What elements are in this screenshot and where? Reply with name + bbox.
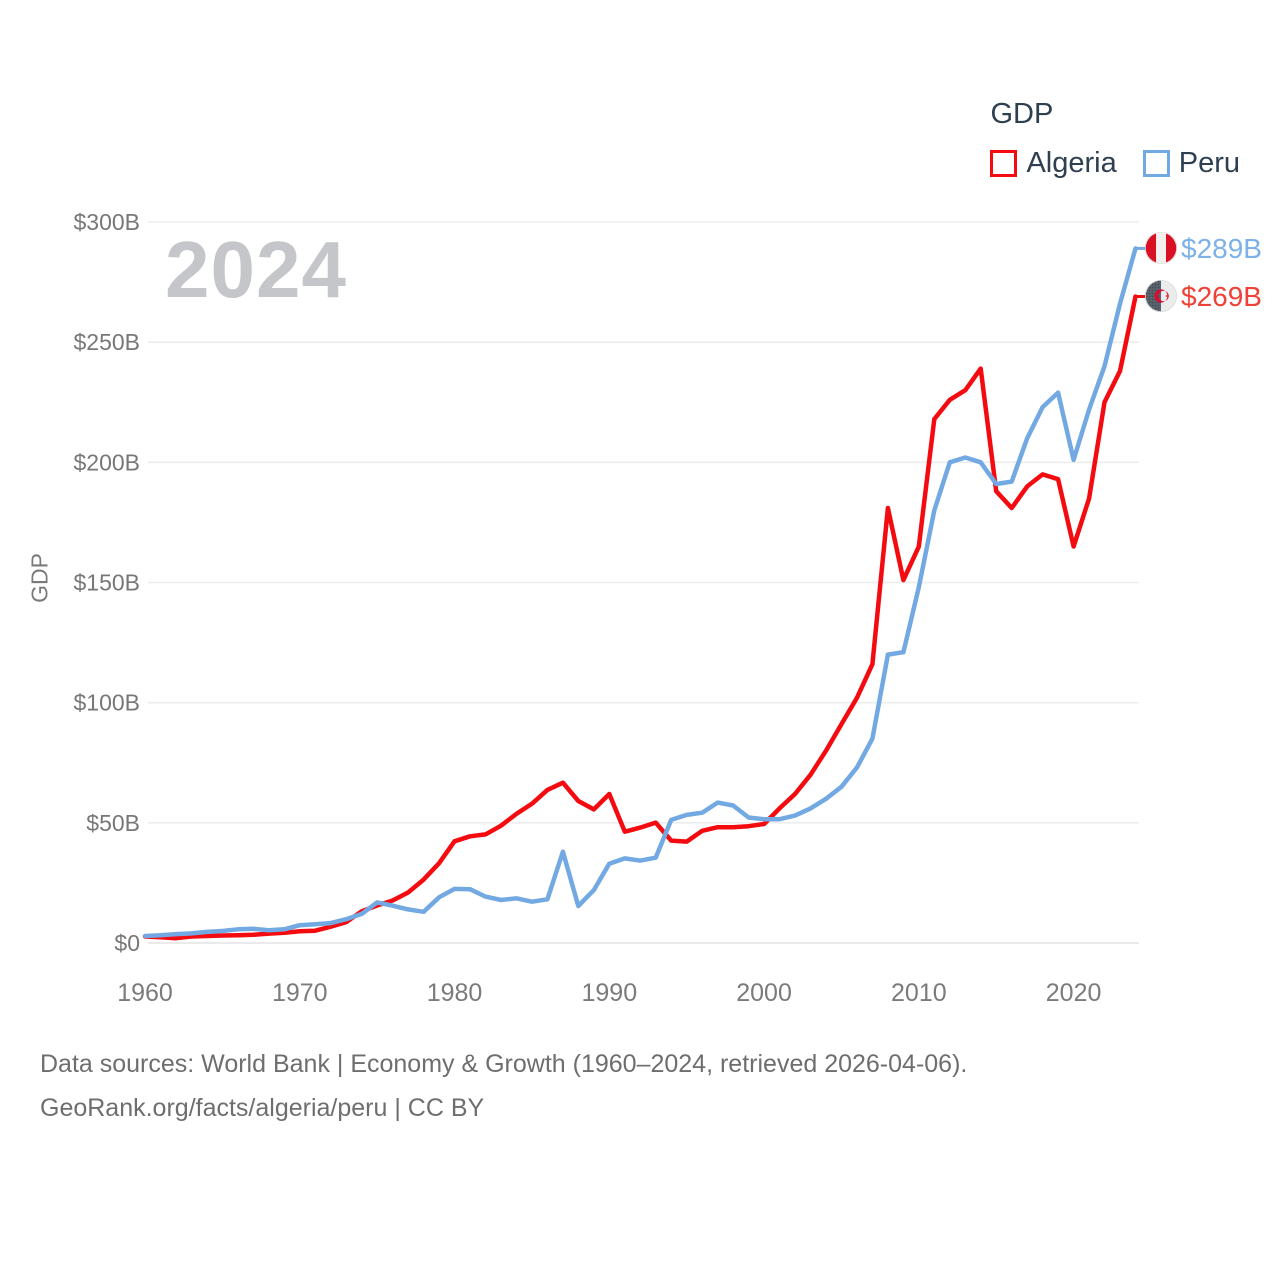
- x-tick-label: 1980: [427, 979, 483, 1007]
- algeria-flag-icon: [1145, 280, 1177, 312]
- peru-final-value-label: $289B: [1181, 233, 1262, 264]
- x-tick-label: 1970: [272, 979, 328, 1007]
- legend-items: Algeria Peru: [990, 147, 1240, 180]
- x-tick-label: 2000: [736, 979, 792, 1007]
- x-tick-label: 2020: [1046, 979, 1102, 1007]
- y-tick-label: $200B: [73, 449, 140, 475]
- peru-series-swatch: [1142, 150, 1170, 177]
- algeria-series-swatch: [990, 150, 1018, 177]
- y-tick-label: $150B: [73, 570, 140, 596]
- legend-label-algeria: Algeria: [1026, 147, 1117, 179]
- y-tick-label: $0: [114, 930, 140, 956]
- year-watermark: 2024: [165, 225, 347, 314]
- y-tick-label: $300B: [73, 209, 140, 235]
- y-tick-label: $250B: [73, 329, 140, 355]
- peru-flag-icon: [1145, 232, 1177, 264]
- y-axis-title: GDP: [26, 553, 53, 603]
- peru-gdp-line[interactable]: [142, 246, 1138, 939]
- legend: GDP Algeria Peru: [990, 98, 1240, 180]
- attribution-footer: Data sources: World Bank | Economy & Gro…: [40, 1042, 967, 1130]
- x-tick-label: 1960: [117, 979, 173, 1007]
- legend-item-algeria[interactable]: Algeria: [990, 147, 1117, 180]
- y-tick-label: $100B: [73, 690, 140, 716]
- legend-item-peru[interactable]: Peru: [1142, 147, 1240, 180]
- y-tick-label: $50B: [86, 810, 140, 836]
- source-url-line: GeoRank.org/facts/algeria/peru | CC BY: [40, 1094, 485, 1122]
- algeria-final-value-label: $269B: [1181, 281, 1262, 312]
- x-tick-label: 1990: [581, 979, 637, 1007]
- legend-title: GDP: [990, 98, 1054, 130]
- algeria-gdp-line[interactable]: [142, 294, 1138, 941]
- legend-label-peru: Peru: [1178, 147, 1240, 179]
- data-sources-line: Data sources: World Bank | Economy & Gro…: [40, 1050, 968, 1078]
- x-tick-label: 2010: [891, 979, 947, 1007]
